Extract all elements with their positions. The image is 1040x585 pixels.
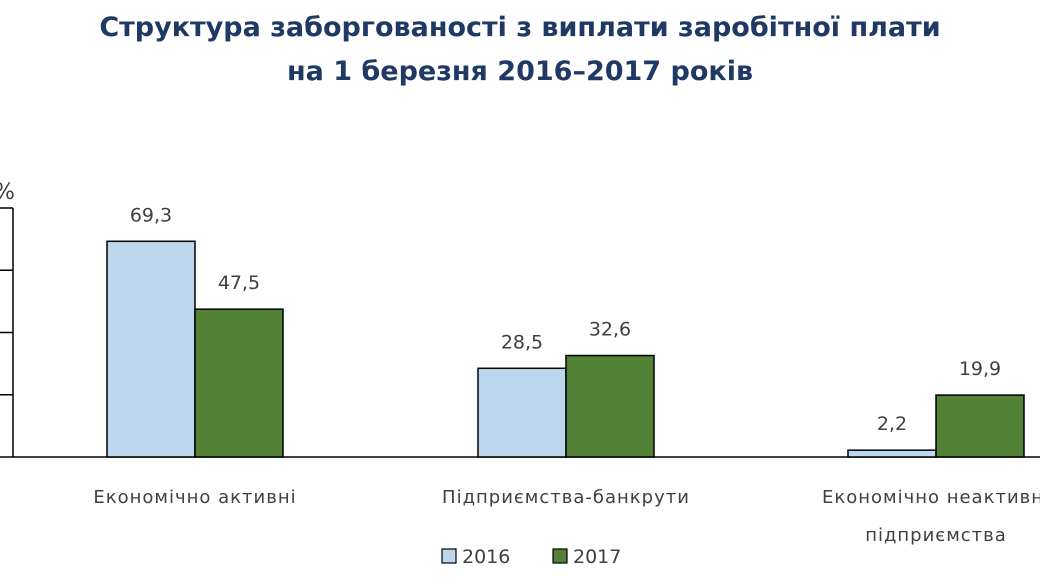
bar-2016-1 xyxy=(477,367,567,458)
legend-label-2017: 2017 xyxy=(573,546,621,568)
data-label-2017-2: 19,9 xyxy=(959,358,1001,380)
data-label-2016-0: 69,3 xyxy=(130,204,172,226)
bar-2016-0 xyxy=(106,240,196,458)
category-label-0: Економічно активні xyxy=(93,487,296,508)
data-label-2017-1: 32,6 xyxy=(589,319,631,341)
legend-swatch-2017 xyxy=(552,548,568,564)
data-label-2017-0: 47,5 xyxy=(218,272,260,294)
data-label-2016-1: 28,5 xyxy=(501,331,543,353)
chart-title-line-2: на 1 березня 2016–2017 років xyxy=(286,56,754,87)
chart-title-line-1: Структура заборгованості з виплати зароб… xyxy=(99,12,941,43)
data-label-2016-2: 2,2 xyxy=(877,413,907,435)
category-label-2: Економічно неактивні xyxy=(822,487,1040,508)
category-label-2-line-2: підприємства xyxy=(865,525,1007,546)
category-label-1: Підприємства-банкрути xyxy=(442,487,690,508)
chart-title: Структура заборгованості з виплати зароб… xyxy=(0,6,1040,94)
bar-2017-0 xyxy=(194,308,284,458)
bar-2016-2 xyxy=(847,449,937,458)
legend-swatch-2016 xyxy=(441,548,457,564)
bar-2017-1 xyxy=(565,354,655,458)
legend-label-2016: 2016 xyxy=(462,546,510,568)
bar-2017-2 xyxy=(935,394,1025,458)
y-axis-unit-label: % xyxy=(0,180,15,205)
